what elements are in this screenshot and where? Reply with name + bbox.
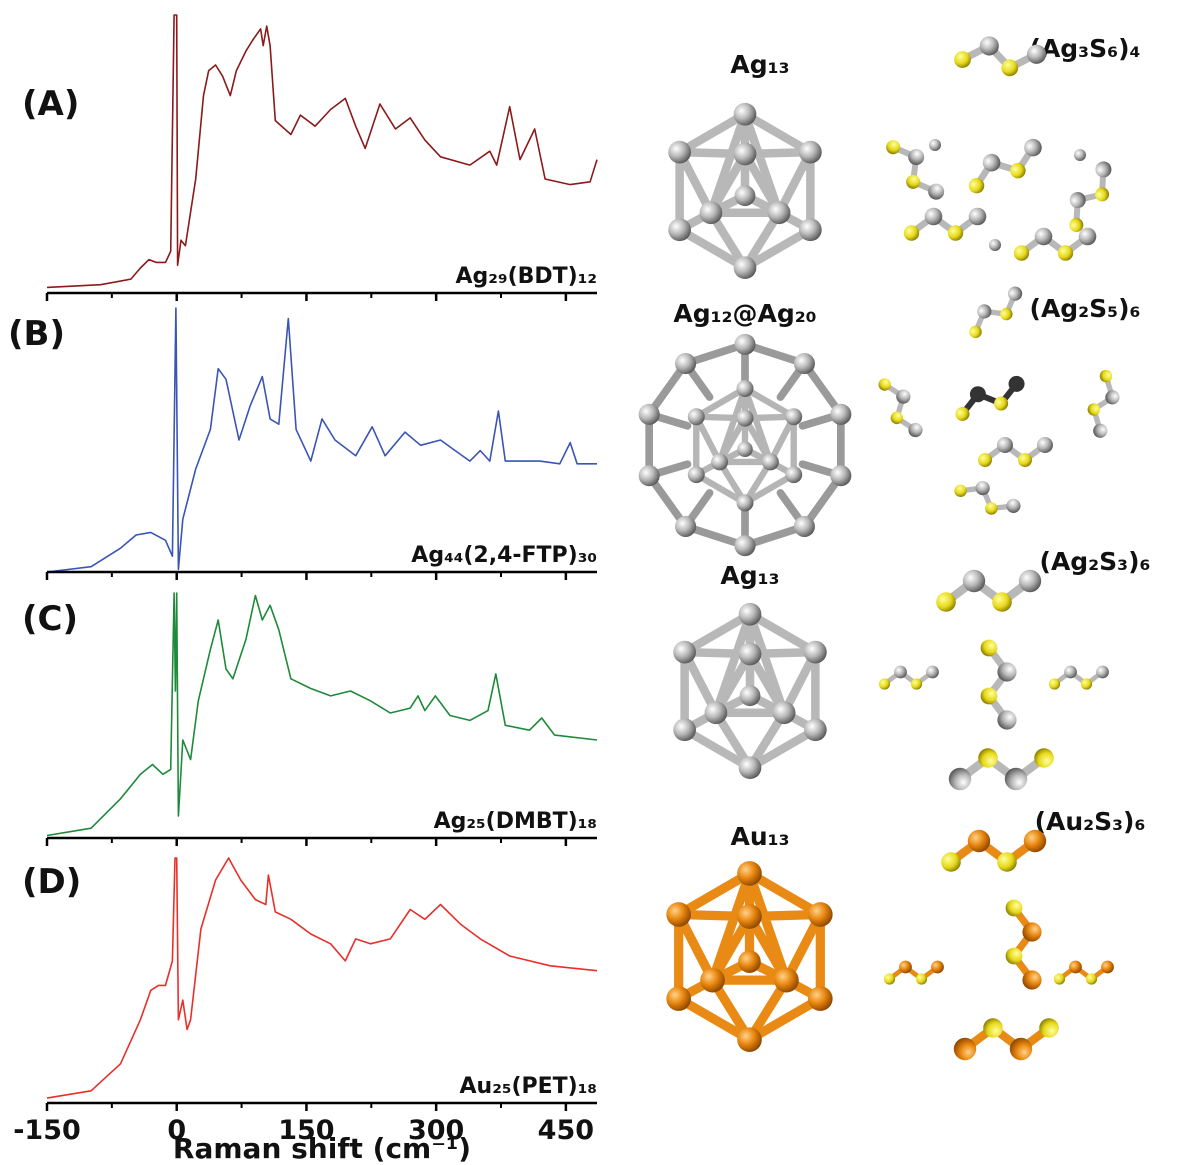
shell-label: (Ag₂S₅)₆ (1030, 294, 1141, 323)
spectrum-line (47, 308, 597, 572)
spectrum-line (47, 858, 597, 1098)
figure: Ag₁₃ (Ag₃S₆)₄ Ag₁₂@Ag₂₀ (Ag₂S₅)₆ Ag₁₃ (A… (0, 0, 1188, 1165)
panel-label: (B) (8, 314, 65, 354)
ag13-core (673, 603, 826, 779)
x-tick-label: 450 (538, 1115, 594, 1146)
x-axis-title: Raman shift (cm⁻¹) (173, 1132, 471, 1165)
shell-label: (Ag₂S₃)₆ (1040, 547, 1151, 576)
shell-label: (Ag₃S₆)₄ (1030, 34, 1141, 63)
sample-label: Ag₄₄(2,4-FTP)₃₀ (411, 543, 597, 568)
panel-label: (C) (22, 599, 78, 639)
x-tick-label: -150 (13, 1115, 81, 1146)
shell-label: (Au₂S₃)₆ (1035, 807, 1146, 836)
shell-motifs (884, 830, 1114, 1060)
sample-label: Ag₂₉(BDT)₁₂ (456, 264, 597, 289)
sample-label: Ag₂₅(DMBT)₁₈ (434, 809, 597, 834)
sample-label: Au₂₅(PET)₁₈ (460, 1074, 598, 1099)
panel-label: (D) (22, 862, 81, 902)
core-label: Ag₁₂@Ag₂₀ (673, 299, 816, 328)
ag13-core (668, 103, 821, 279)
core-label: Ag₁₃ (730, 50, 789, 79)
spectrum-line (47, 15, 597, 287)
ag12-ag20-core (639, 334, 852, 556)
panel-label: (A) (22, 84, 79, 124)
structures: Ag₁₃ (Ag₃S₆)₄ Ag₁₂@Ag₂₀ (Ag₂S₅)₆ Ag₁₃ (A… (639, 31, 1151, 1060)
shell-motifs (877, 31, 1128, 790)
au13-core (666, 861, 832, 1052)
core-label: Au₁₃ (730, 822, 789, 851)
spectrum-line (47, 593, 597, 836)
core-label: Ag₁₃ (720, 561, 779, 590)
